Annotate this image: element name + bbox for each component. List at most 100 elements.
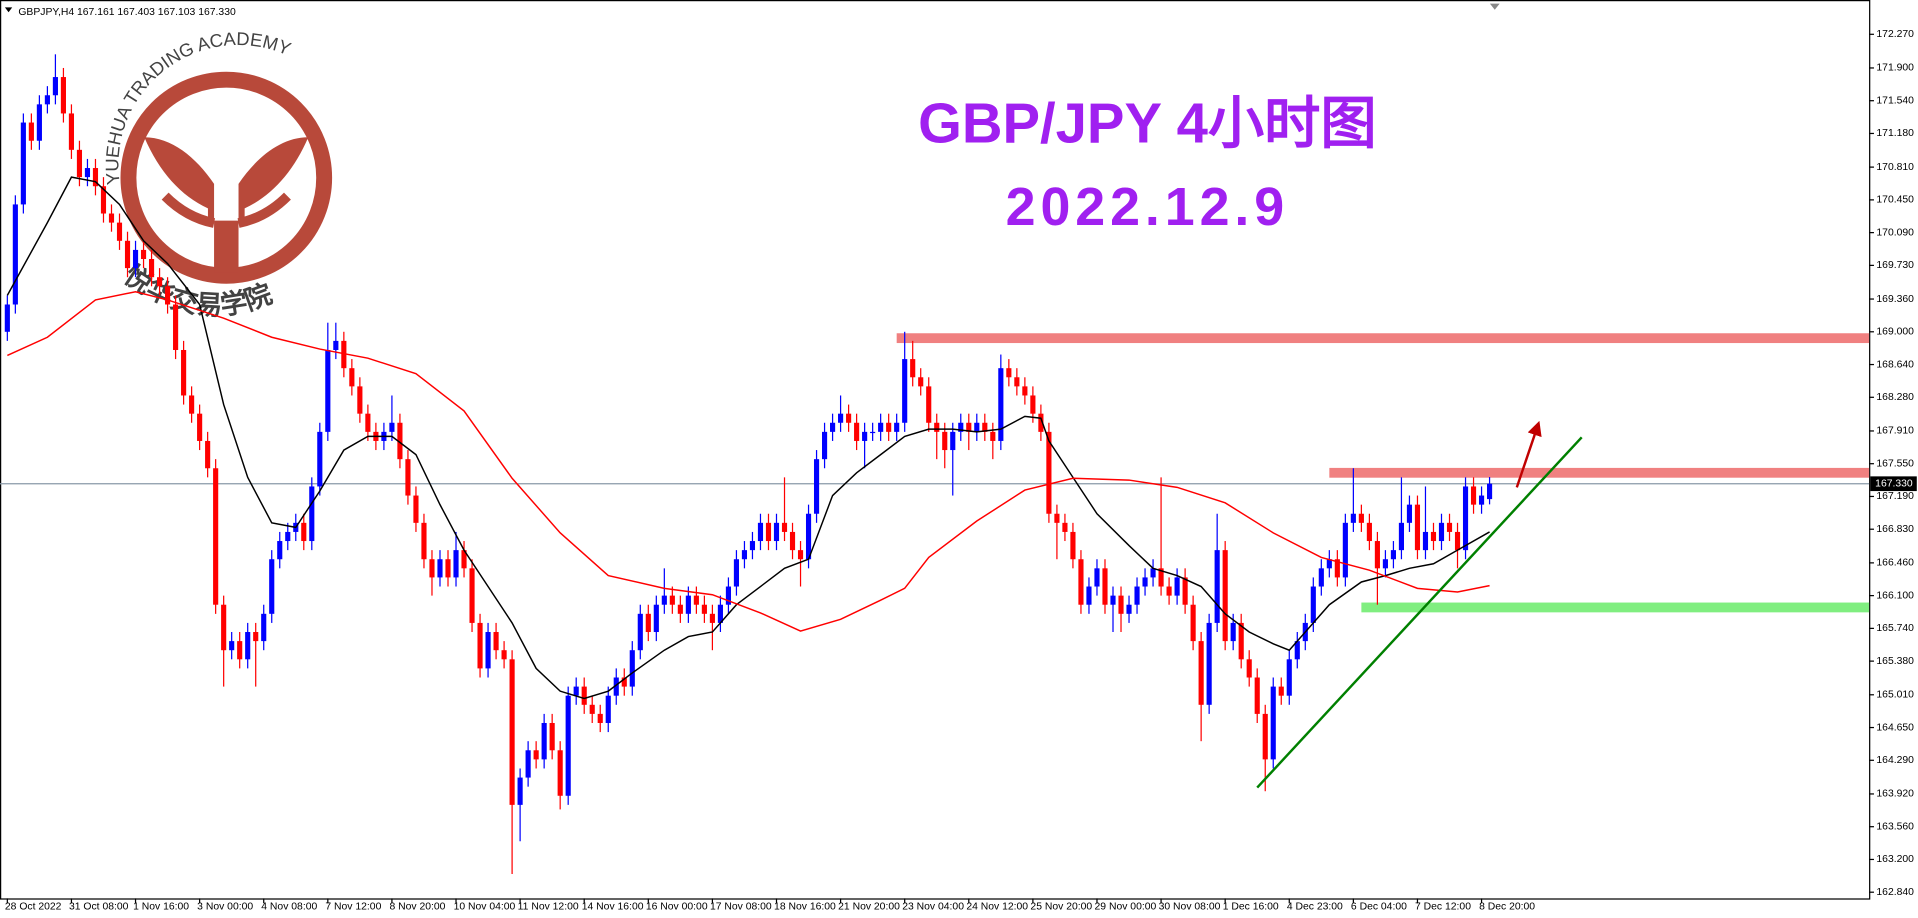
candle-body <box>1334 559 1340 578</box>
x-tick-label: 17 Nov 08:00 <box>710 902 772 913</box>
candle-body <box>878 422 884 432</box>
chart-title: GBP/JPY 4小时图 <box>918 91 1377 154</box>
candle-body <box>1110 595 1116 605</box>
candle-body <box>605 695 611 723</box>
candle-body <box>1094 568 1100 587</box>
candle-body <box>1487 483 1493 500</box>
candle-body <box>1238 622 1244 660</box>
y-tick-label: 167.550 <box>1876 458 1914 469</box>
candle-body <box>854 422 860 441</box>
candle-body <box>517 777 523 805</box>
candle-body <box>52 77 58 96</box>
candle-body <box>357 386 363 414</box>
candle-body <box>1038 413 1044 432</box>
y-tick-label: 169.360 <box>1876 294 1914 305</box>
candle-body <box>469 568 475 623</box>
candle-body <box>1254 677 1260 714</box>
candle-body <box>1478 495 1485 505</box>
candle-body <box>213 468 219 605</box>
candle-body <box>1070 531 1076 560</box>
candle-body <box>958 422 964 432</box>
candle-body <box>1062 522 1068 532</box>
x-tick-label: 31 Oct 08:00 <box>69 902 129 913</box>
candle-body <box>1198 641 1204 705</box>
candle-body <box>60 77 66 114</box>
y-tick-label: 171.900 <box>1876 63 1914 74</box>
candle-body <box>1406 504 1413 523</box>
y-tick-label: 165.010 <box>1876 690 1914 701</box>
candle-body <box>148 259 155 278</box>
shift-marker <box>1489 3 1500 10</box>
candle-body <box>1470 486 1477 505</box>
candle-body <box>942 431 948 451</box>
candle-body <box>894 422 900 432</box>
candle-body <box>1262 713 1268 760</box>
y-tick-label: 172.270 <box>1876 29 1914 40</box>
candle-body <box>1158 568 1164 587</box>
candle-body <box>1350 513 1356 523</box>
candle-body <box>189 395 195 414</box>
candle-body <box>1414 504 1421 551</box>
y-tick-label: 167.190 <box>1876 491 1914 502</box>
candle-body <box>838 413 844 423</box>
candle-body <box>1222 550 1228 642</box>
y-tick-label: 169.730 <box>1876 260 1914 271</box>
candle-body <box>341 340 347 369</box>
logo-ring <box>120 71 333 284</box>
candle-body <box>637 613 643 651</box>
candle-body <box>1422 531 1429 551</box>
header: GBPJPY,H4 167.161 167.403 167.103 167.33… <box>18 7 236 18</box>
candle-body <box>132 249 139 269</box>
candle-body <box>485 632 491 669</box>
y-tick-label: 170.090 <box>1876 227 1914 238</box>
candle-body <box>1310 586 1316 623</box>
candle-body <box>1358 513 1364 523</box>
candle-body <box>822 431 828 460</box>
candle-body <box>982 422 988 432</box>
candle-body <box>597 713 603 723</box>
candle-body <box>565 695 571 796</box>
y-tick-label: 167.910 <box>1876 426 1914 437</box>
plot-frame <box>0 0 1871 900</box>
candle-body <box>197 413 203 441</box>
x-tick-label: 23 Nov 04:00 <box>902 902 964 913</box>
candle-body <box>701 604 707 614</box>
x-tick-label: 6 Dec 04:00 <box>1351 902 1407 913</box>
zone <box>896 333 1870 344</box>
y-tick-label: 169.000 <box>1876 327 1914 338</box>
candle-body <box>846 413 852 423</box>
candle-body <box>1214 550 1220 623</box>
candle-body <box>301 522 307 542</box>
candle-body <box>918 377 924 387</box>
candle-body <box>237 641 243 660</box>
candle-body <box>92 168 99 187</box>
candle-body <box>36 104 42 141</box>
candle-body <box>493 632 499 651</box>
candle-body <box>525 750 531 778</box>
candle-body <box>557 750 563 796</box>
y-tick-label: 168.280 <box>1876 392 1914 403</box>
candle-body <box>1086 586 1092 605</box>
candle-body <box>461 550 467 569</box>
candle-body <box>789 531 796 551</box>
x-tick-label: 21 Nov 20:00 <box>838 902 900 913</box>
candle-body <box>805 513 812 560</box>
candle-body <box>669 595 675 605</box>
candle-body <box>1022 386 1028 396</box>
candle-body <box>589 704 595 714</box>
candle-body <box>261 613 267 642</box>
x-tick-label: 1 Nov 16:00 <box>133 902 189 913</box>
candle-body <box>1398 522 1405 551</box>
candle-body <box>100 186 107 214</box>
x-tick-label: 18 Nov 16:00 <box>774 902 836 913</box>
candle-body <box>1382 559 1388 569</box>
candle-body <box>1118 595 1124 614</box>
candle-body <box>757 522 764 542</box>
candle-body <box>613 677 619 696</box>
candle-body <box>1046 431 1052 514</box>
candle-body <box>621 677 627 687</box>
y-tick-label: 163.920 <box>1876 789 1914 800</box>
candle-body <box>541 722 547 760</box>
candle-body <box>124 240 131 269</box>
candle-body <box>677 604 683 614</box>
